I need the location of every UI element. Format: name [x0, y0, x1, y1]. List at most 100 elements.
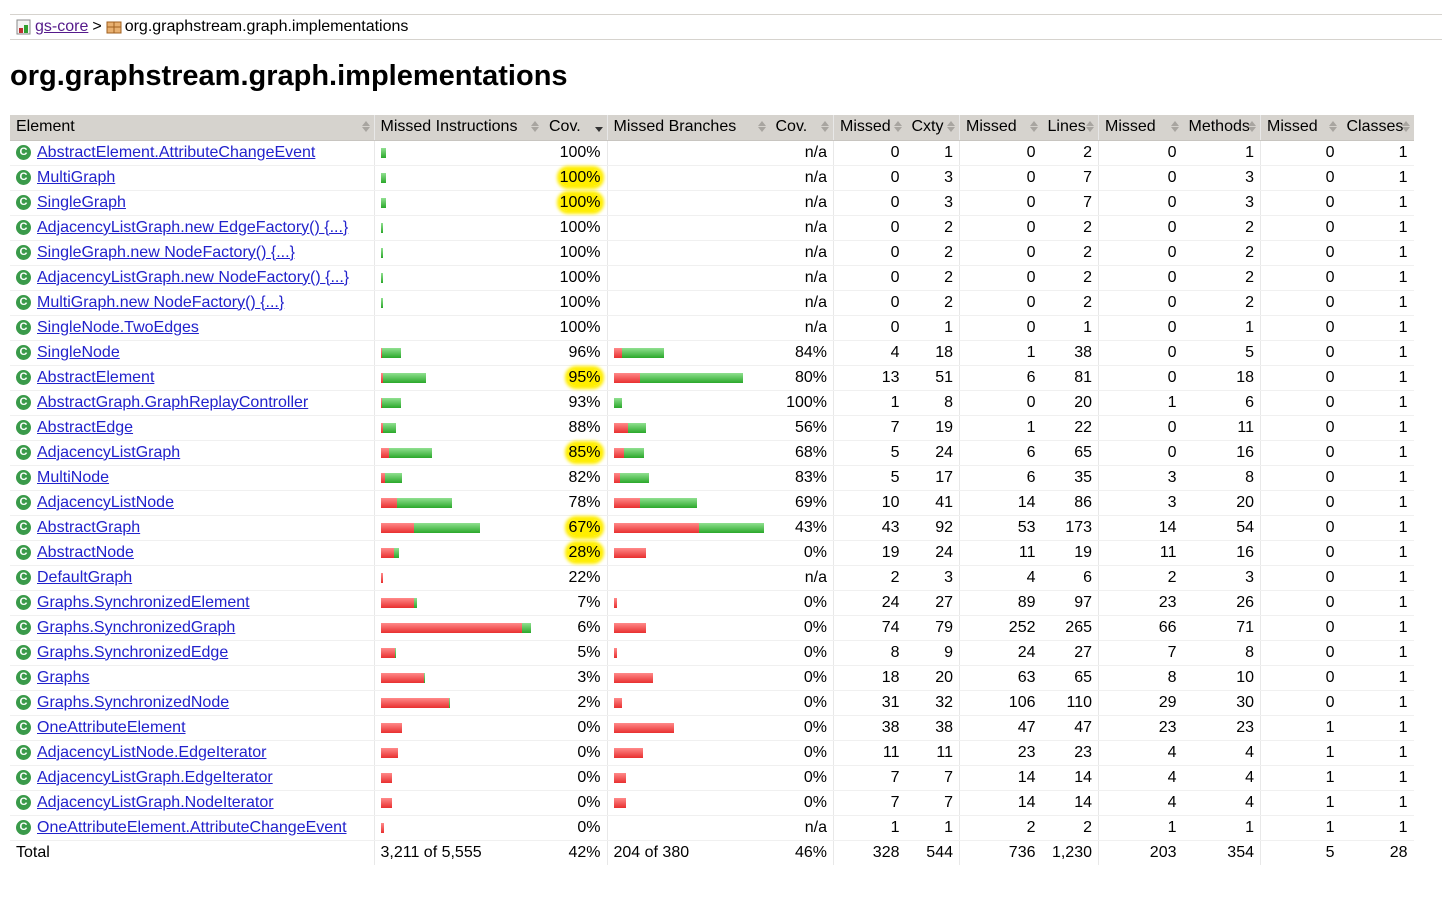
methods: 3 [1182, 165, 1261, 191]
class-icon: C [16, 145, 31, 160]
instruction-bar-cell [373, 440, 543, 466]
element-link[interactable]: Graphs.SynchronizedEdge [37, 643, 229, 661]
element-name: C Graphs.SynchronizedNode [16, 694, 368, 712]
element-link[interactable]: Graphs.SynchronizedGraph [37, 618, 236, 636]
instruction-coverage: 0% [543, 740, 607, 766]
covered-bar-segment [380, 247, 383, 258]
class-icon: C [16, 520, 31, 535]
branch-coverage-bar [613, 772, 764, 783]
breadcrumb-root-link[interactable]: gs-core [35, 18, 89, 35]
element-cell: C AbstractElement [10, 365, 374, 391]
element-link[interactable]: SingleGraph [37, 193, 126, 211]
branch-coverage: 0% [769, 740, 834, 766]
sort-icon [757, 121, 766, 133]
instruction-bar-cell [373, 640, 543, 666]
element-link[interactable]: AdjacencyListGraph.NodeIterator [37, 793, 274, 811]
covered-bar-segment [380, 222, 383, 233]
col-missed-branches-header[interactable]: Missed Branches [606, 115, 770, 141]
col-missed-classes-label: Missed [1267, 118, 1318, 136]
element-cell: C SingleNode.TwoEdges [10, 315, 374, 341]
missed-bar-segment [380, 697, 449, 708]
element-link[interactable]: AbstractGraph [37, 518, 141, 536]
branch-coverage-bar [613, 647, 764, 658]
element-link[interactable]: OneAttributeElement.AttributeChangeEvent [37, 818, 347, 836]
table-row: C Graphs.SynchronizedElement 7% 0% 24 27 89 97 2… [10, 590, 1414, 616]
lines: 7 [1041, 165, 1099, 191]
element-link[interactable]: OneAttributeElement [37, 718, 186, 736]
element-link[interactable]: MultiGraph [37, 168, 116, 186]
table-row: C AbstractElement.AttributeChangeEvent 100… [10, 140, 1414, 166]
methods: 6 [1182, 390, 1261, 416]
complexity: 17 [905, 465, 960, 491]
element-link[interactable]: DefaultGraph [37, 568, 133, 586]
branch-coverage: 68% [769, 440, 834, 466]
col-complexity-header[interactable]: Cxty [905, 115, 960, 141]
covered-bar-segment [698, 522, 764, 533]
col-methods-header[interactable]: Methods [1182, 115, 1261, 141]
methods: 2 [1182, 265, 1261, 291]
element-link[interactable]: AbstractElement [37, 368, 155, 386]
instruction-bar-cell [373, 615, 543, 641]
branch-coverage-bar [614, 173, 764, 183]
col-instruction-coverage-header[interactable]: Cov. [543, 115, 607, 141]
col-missed-methods-header[interactable]: Missed [1098, 115, 1183, 141]
element-link[interactable]: AbstractEdge [37, 418, 134, 436]
element-name: C Graphs.SynchronizedGraph [16, 619, 368, 637]
missed-lines: 0 [959, 265, 1042, 291]
element-link[interactable]: Graphs.SynchronizedElement [37, 593, 250, 611]
element-link[interactable]: AdjacencyListGraph.EdgeIterator [37, 768, 273, 786]
table-row: C Graphs.SynchronizedEdge 5% 0% 8 9 24 27 7 8 0 1 [10, 640, 1414, 666]
col-lines-header[interactable]: Lines [1041, 115, 1099, 141]
class-icon: C [16, 770, 31, 785]
element-link[interactable]: MultiNode [37, 468, 110, 486]
col-element-header[interactable]: Element [10, 115, 374, 141]
element-link[interactable]: AdjacencyListGraph [37, 443, 181, 461]
instruction-coverage: 0% [543, 815, 607, 841]
complexity: 2 [905, 290, 960, 316]
element-link[interactable]: AdjacencyListNode [37, 493, 174, 511]
missed-lines: 106 [959, 690, 1042, 716]
element-link[interactable]: AbstractNode [37, 543, 134, 561]
covered-bar-segment [396, 497, 452, 508]
covered-bar-segment [393, 547, 399, 558]
element-link[interactable]: AdjacencyListGraph.new NodeFactory() {..… [37, 268, 350, 286]
classes: 1 [1340, 565, 1414, 591]
element-link[interactable]: AbstractElement.AttributeChangeEvent [37, 143, 316, 161]
table-row: C Graphs.SynchronizedGraph 6% 0% 74 79 252 265 6… [10, 615, 1414, 641]
instruction-coverage-value: 78% [568, 493, 601, 511]
missed-lines: 252 [959, 615, 1042, 641]
table-row: C Graphs 3% 0% 18 20 63 65 8 10 0 1 [10, 665, 1414, 691]
instruction-coverage: 100% [543, 315, 607, 341]
element-link[interactable]: AdjacencyListGraph.new EdgeFactory() {..… [37, 218, 349, 236]
element-link[interactable]: Graphs.SynchronizedNode [37, 693, 230, 711]
missed-bar-segment [380, 347, 382, 358]
element-link[interactable]: MultiGraph.new NodeFactory() {...} [37, 293, 285, 311]
missed-complexity: 43 [833, 515, 906, 541]
classes: 1 [1340, 490, 1414, 516]
lines: 19 [1041, 540, 1099, 566]
col-missed-complexity-header[interactable]: Missed [833, 115, 906, 141]
missed-bar-segment [613, 747, 643, 758]
instruction-coverage: 95% [543, 365, 607, 391]
col-missed-instructions-label: Missed Instructions [380, 118, 518, 136]
classes: 1 [1340, 140, 1414, 166]
element-link[interactable]: AbstractGraph.GraphReplayController [37, 393, 309, 411]
total-missed-lines: 736 [959, 839, 1042, 865]
element-link[interactable]: SingleNode.TwoEdges [37, 318, 199, 336]
element-link[interactable]: Graphs [37, 668, 90, 686]
element-name: C AbstractElement [16, 369, 368, 387]
missed-methods: 0 [1098, 165, 1183, 191]
classes: 1 [1340, 740, 1414, 766]
col-branch-coverage-header[interactable]: Cov. [769, 115, 834, 141]
element-link[interactable]: SingleGraph.new NodeFactory() {...} [37, 243, 295, 261]
col-classes-header[interactable]: Classes [1340, 115, 1414, 141]
covered-bar-segment [382, 372, 426, 383]
col-branch-coverage-label: Cov. [775, 118, 808, 136]
element-link[interactable]: SingleNode [37, 343, 120, 361]
col-missed-classes-header[interactable]: Missed [1260, 115, 1341, 141]
element-link[interactable]: AdjacencyListNode.EdgeIterator [37, 743, 267, 761]
col-missed-instructions-header[interactable]: Missed Instructions [373, 115, 543, 141]
col-missed-lines-header[interactable]: Missed [959, 115, 1042, 141]
instruction-coverage-bar [380, 272, 538, 283]
branch-coverage-bar [614, 223, 764, 233]
